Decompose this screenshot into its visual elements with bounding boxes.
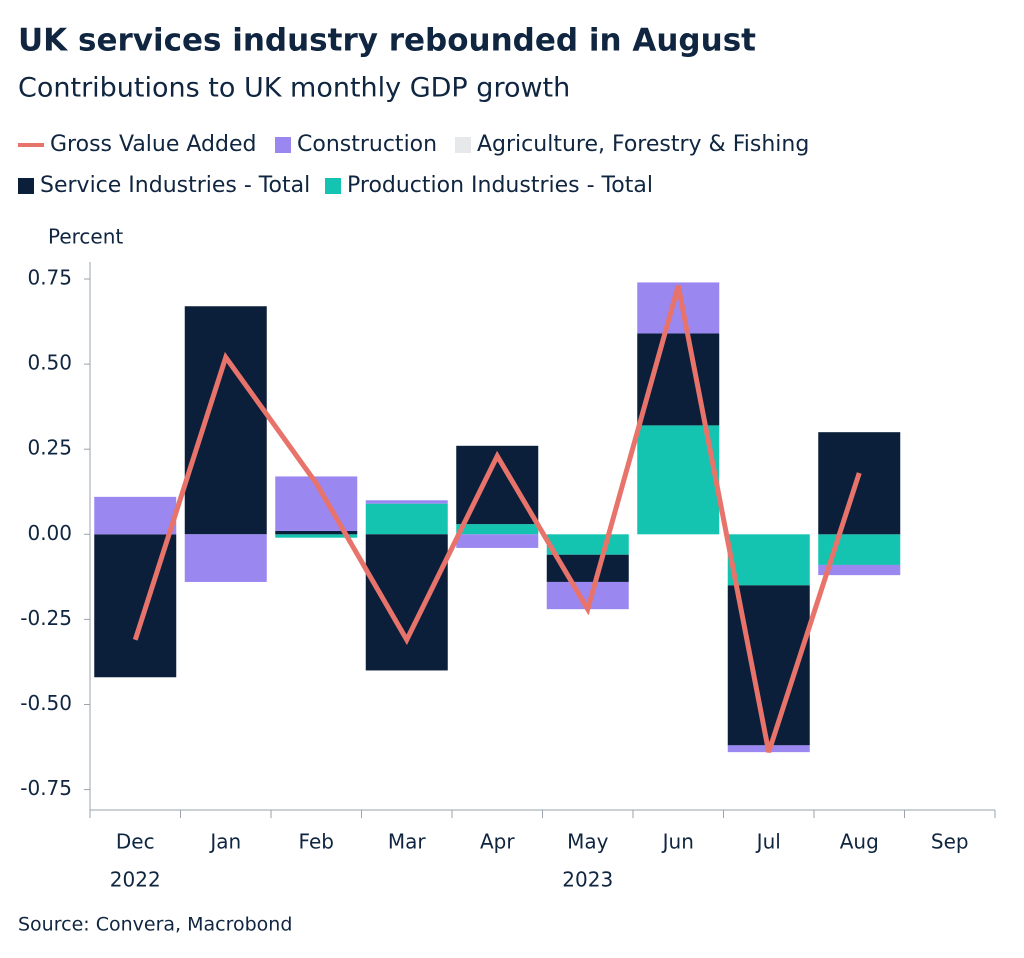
- bar: [94, 496, 177, 535]
- bar: [546, 534, 629, 555]
- legend-swatch: [455, 137, 471, 153]
- legend-swatch: [18, 178, 34, 194]
- x-tick-label: Dec: [116, 830, 155, 854]
- x-year-label: 2022: [110, 868, 161, 892]
- legend-label: Service Industries - Total: [40, 173, 310, 198]
- bar: [365, 500, 448, 504]
- y-tick-label: 0.50: [27, 351, 72, 375]
- chart-subtitle: Contributions to UK monthly GDP growth: [18, 73, 570, 104]
- bar: [456, 534, 539, 548]
- legend-label: Production Industries - Total: [347, 173, 653, 198]
- y-tick-label: 0.75: [27, 266, 72, 290]
- x-tick-label: Sep: [931, 830, 969, 854]
- line: [132, 285, 862, 753]
- y-tick-label: 0.25: [27, 436, 72, 460]
- y-tick-label: 0.00: [27, 521, 72, 545]
- x-tick-label: Jan: [208, 830, 241, 854]
- legend-label: Agriculture, Forestry & Fishing: [477, 132, 809, 157]
- bar: [727, 534, 810, 586]
- x-tick-label: Apr: [480, 830, 515, 854]
- bar: [818, 564, 901, 576]
- bar: [637, 425, 720, 535]
- x-year-label: 2023: [562, 868, 613, 892]
- x-tick-label: Aug: [840, 830, 879, 854]
- bar: [818, 432, 901, 535]
- bar: [365, 534, 448, 671]
- y-axis-label: Percent: [48, 225, 123, 249]
- source: Source: Convera, Macrobond: [18, 914, 292, 936]
- y-tick-label: -0.25: [20, 606, 72, 630]
- legend-swatch: [275, 137, 291, 153]
- bar: [365, 503, 448, 535]
- bar: [184, 534, 267, 582]
- y-tick-label: -0.75: [20, 776, 72, 800]
- legend-label: Gross Value Added: [50, 132, 257, 157]
- bar: [275, 530, 358, 535]
- x-tick-label: May: [567, 830, 609, 854]
- y-tick-label: -0.50: [20, 691, 72, 715]
- bar: [275, 534, 358, 538]
- x-tick-label: Jun: [661, 830, 694, 854]
- x-tick-label: Feb: [299, 830, 334, 854]
- legend-swatch: [325, 178, 341, 194]
- legend-label: Construction: [297, 132, 437, 157]
- x-tick-label: Jul: [755, 830, 781, 854]
- bar: [184, 306, 267, 535]
- chart-title: UK services industry rebounded in August: [18, 23, 756, 59]
- x-tick-label: Mar: [388, 830, 427, 854]
- bar: [456, 524, 539, 535]
